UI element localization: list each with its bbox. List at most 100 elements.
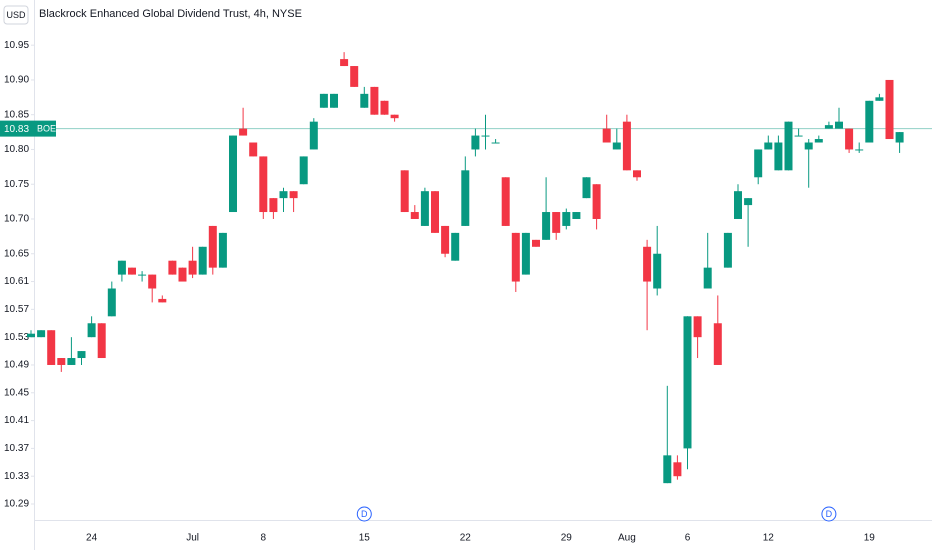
candle-body bbox=[875, 97, 884, 101]
candle-body bbox=[643, 246, 652, 282]
y-tick-label: 10.53 bbox=[4, 332, 29, 343]
candle-body bbox=[622, 121, 631, 171]
x-tick-label: 29 bbox=[561, 533, 573, 544]
dividend-marker bbox=[821, 506, 837, 522]
y-tick-label: 10.61 bbox=[4, 276, 29, 287]
x-tick-label: 12 bbox=[763, 533, 775, 544]
candle-body bbox=[703, 267, 712, 289]
candle-body bbox=[410, 212, 419, 219]
candle-body bbox=[350, 66, 359, 87]
y-tick-label: 10.49 bbox=[4, 360, 29, 371]
candle-body bbox=[693, 316, 702, 338]
candle-body bbox=[683, 316, 692, 449]
chart-title: Blackrock Enhanced Global Dividend Trust… bbox=[39, 8, 302, 20]
candle-body bbox=[158, 298, 167, 303]
candle-body bbox=[754, 149, 763, 178]
candle-body bbox=[370, 86, 379, 115]
candle-body bbox=[824, 125, 833, 129]
candle-body bbox=[299, 156, 308, 185]
candle-body bbox=[784, 121, 793, 171]
candle-body bbox=[289, 191, 298, 199]
x-tick-label: 24 bbox=[86, 533, 98, 544]
candle-body bbox=[521, 232, 530, 275]
dividend-label: D bbox=[361, 509, 368, 519]
candle-body bbox=[582, 177, 591, 199]
candle-body bbox=[663, 455, 672, 484]
candle-body bbox=[269, 198, 278, 213]
candle-body bbox=[67, 358, 76, 365]
candle-body bbox=[249, 142, 258, 157]
currency-box[interactable] bbox=[3, 5, 29, 25]
candle-body bbox=[653, 253, 662, 289]
candle-body bbox=[441, 225, 450, 254]
symbol-label: BOE bbox=[37, 123, 56, 133]
candle-body bbox=[511, 232, 520, 282]
y-tick-label: 10.45 bbox=[4, 387, 29, 398]
x-tick-label: Aug bbox=[618, 533, 636, 544]
candle-body bbox=[764, 142, 773, 150]
candle-body bbox=[229, 135, 237, 213]
candle-body bbox=[845, 128, 854, 150]
candle-body bbox=[885, 79, 894, 140]
x-tick-label: Jul bbox=[186, 533, 199, 544]
candle-body bbox=[612, 142, 621, 150]
dividend-marker bbox=[356, 506, 372, 522]
y-tick-label: 10.41 bbox=[4, 415, 29, 426]
candle-body bbox=[552, 212, 561, 233]
candle-body bbox=[198, 246, 207, 275]
candle-body bbox=[542, 212, 551, 240]
candle-body bbox=[865, 100, 874, 143]
price-label: 10.83 bbox=[4, 124, 29, 135]
candle-body bbox=[734, 191, 742, 219]
x-tick-label: 6 bbox=[685, 533, 691, 544]
y-tick-label: 10.80 bbox=[4, 144, 29, 155]
candle-body bbox=[87, 323, 96, 338]
y-tick-label: 10.75 bbox=[4, 179, 29, 190]
x-tick-label: 19 bbox=[864, 533, 876, 544]
candle-body bbox=[532, 239, 540, 247]
candle-body bbox=[259, 156, 268, 213]
candle-body bbox=[592, 184, 601, 219]
candle-body bbox=[471, 135, 480, 150]
candle-body bbox=[461, 170, 470, 226]
candle-body bbox=[279, 191, 288, 199]
candle-body bbox=[239, 128, 248, 136]
candle-body bbox=[309, 121, 318, 150]
candle-body bbox=[330, 93, 338, 108]
candle-body bbox=[97, 323, 106, 359]
candle-body bbox=[27, 333, 35, 338]
candle-body bbox=[138, 274, 147, 276]
candle-body bbox=[804, 142, 813, 150]
y-tick-label: 10.29 bbox=[4, 499, 29, 510]
candle-body bbox=[218, 232, 227, 268]
y-tick-label: 10.33 bbox=[4, 471, 29, 482]
x-tick-label: 15 bbox=[359, 533, 371, 544]
candle-body bbox=[774, 142, 783, 171]
candle-body bbox=[400, 170, 409, 213]
y-tick-label: 10.95 bbox=[4, 40, 29, 51]
candle-body bbox=[673, 462, 682, 477]
candle-body bbox=[855, 149, 864, 151]
candle-body bbox=[491, 142, 500, 144]
candle-body bbox=[481, 135, 490, 137]
symbol-box bbox=[34, 120, 56, 137]
candle-body bbox=[37, 330, 46, 338]
candle-body bbox=[835, 121, 843, 129]
candle-body bbox=[562, 212, 571, 226]
candle-body bbox=[633, 170, 641, 178]
y-tick-label: 10.65 bbox=[4, 248, 29, 259]
candle-body bbox=[178, 267, 187, 282]
candle-body bbox=[168, 260, 177, 275]
candle-body bbox=[713, 323, 722, 365]
candle-body bbox=[107, 288, 116, 317]
y-tick-label: 10.57 bbox=[4, 304, 29, 315]
candle-body bbox=[814, 139, 823, 143]
candle-body bbox=[340, 59, 349, 67]
candle-body bbox=[744, 198, 753, 206]
candle-body bbox=[895, 132, 904, 143]
candle-body bbox=[380, 100, 389, 115]
y-tick-label: 10.85 bbox=[4, 109, 29, 120]
dividend-label: D bbox=[826, 509, 833, 519]
y-tick-label: 10.90 bbox=[4, 75, 29, 86]
candle-body bbox=[47, 330, 56, 365]
